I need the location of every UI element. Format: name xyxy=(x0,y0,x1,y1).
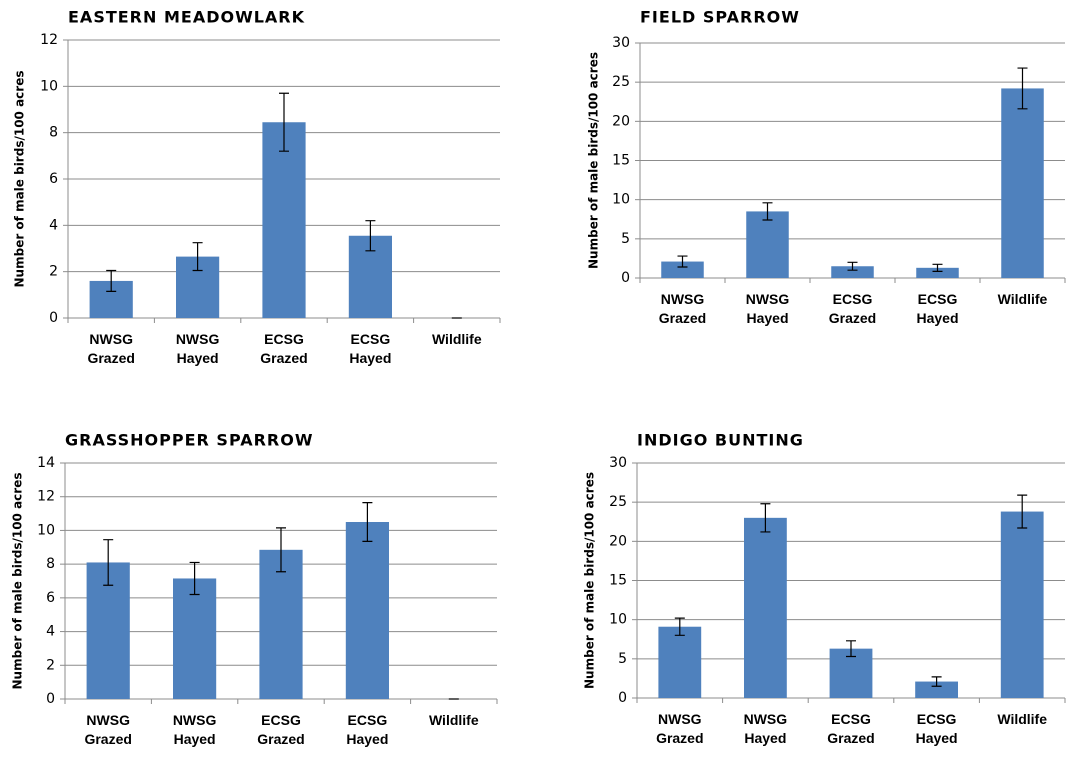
bar xyxy=(658,626,702,698)
x-tick-label: Wildlife xyxy=(431,331,482,347)
bar xyxy=(915,681,958,698)
y-tick-label: 4 xyxy=(46,624,55,640)
chart-title: INDIGO BUNTING xyxy=(637,431,804,450)
y-tick-label: 15 xyxy=(609,573,627,589)
bar xyxy=(746,211,789,278)
error-bar xyxy=(677,255,688,268)
y-tick-label: 4 xyxy=(49,217,58,233)
bar xyxy=(744,517,787,698)
x-tick-label: ECSG Hayed xyxy=(349,331,392,366)
y-tick-label: 12 xyxy=(37,489,55,505)
y-tick-label: 0 xyxy=(49,310,58,326)
y-axis-label: Number of male birds/100 acres xyxy=(587,52,601,269)
y-tick-label: 2 xyxy=(49,264,58,280)
error-bar xyxy=(279,92,289,152)
y-axis-label: Number of male birds/100 acres xyxy=(11,473,25,690)
bar xyxy=(831,266,874,278)
bar xyxy=(1000,511,1044,698)
bar xyxy=(262,122,306,318)
y-tick-label: 10 xyxy=(612,192,630,208)
y-tick-label: 20 xyxy=(609,533,627,549)
y-tick-label: 30 xyxy=(609,455,627,471)
y-tick-label: 20 xyxy=(612,113,630,129)
error-bar xyxy=(192,242,203,272)
error-bar xyxy=(847,261,858,271)
y-tick-label: 6 xyxy=(49,171,58,187)
y-tick-label: 10 xyxy=(40,78,58,94)
x-tick-label: NWSG Hayed xyxy=(172,712,217,747)
y-tick-label: 0 xyxy=(46,691,55,707)
y-tick-label: 5 xyxy=(618,651,627,667)
x-tick-label: Wildlife xyxy=(997,711,1048,727)
y-tick-label: 25 xyxy=(612,74,630,90)
error-bar xyxy=(106,269,117,292)
x-tick-label: NWSG Hayed xyxy=(745,291,790,326)
x-tick-label: Wildlife xyxy=(428,712,479,728)
y-axis-label: Number of male birds/100 acres xyxy=(13,71,27,288)
x-tick-label: NWSG Hayed xyxy=(743,711,788,746)
x-tick-label: ECSG Grazed xyxy=(827,711,875,746)
x-tick-label: Wildlife xyxy=(997,291,1048,307)
y-tick-label: 2 xyxy=(46,657,55,673)
chart-title: FIELD SPARROW xyxy=(640,8,800,27)
error-bar xyxy=(362,502,373,542)
y-axis-label: Number of male birds/100 acres xyxy=(583,472,597,689)
bar xyxy=(661,261,704,278)
x-tick-label: NWSG Grazed xyxy=(84,712,132,747)
error-bar xyxy=(276,527,286,573)
bar xyxy=(173,578,217,699)
error-bar xyxy=(189,561,200,596)
error-bar xyxy=(760,503,771,533)
x-tick-label: NWSG Hayed xyxy=(175,331,220,366)
y-tick-label: 15 xyxy=(612,153,630,169)
y-tick-label: 6 xyxy=(46,590,55,606)
y-tick-label: 0 xyxy=(621,270,630,286)
error-bar xyxy=(1017,67,1028,110)
y-tick-label: 30 xyxy=(612,35,630,51)
x-tick-label: ECSG Grazed xyxy=(257,712,305,747)
y-tick-label: 0 xyxy=(618,690,627,706)
y-tick-label: 8 xyxy=(46,556,55,572)
error-bar xyxy=(846,640,856,658)
error-bar xyxy=(931,676,942,687)
bar xyxy=(1001,88,1044,278)
x-tick-label: ECSG Hayed xyxy=(346,712,389,747)
error-bar xyxy=(103,539,114,586)
x-tick-label: ECSG Hayed xyxy=(915,711,958,746)
y-tick-label: 14 xyxy=(37,455,55,471)
error-bar xyxy=(932,263,943,272)
bar xyxy=(259,549,303,699)
x-tick-label: ECSG Hayed xyxy=(916,291,959,326)
error-bar xyxy=(365,220,376,252)
y-tick-label: 5 xyxy=(621,231,630,247)
x-tick-label: ECSG Grazed xyxy=(260,331,308,366)
y-tick-label: 10 xyxy=(37,522,55,538)
chart-title: GRASSHOPPER SPARROW xyxy=(65,431,313,450)
y-tick-label: 25 xyxy=(609,494,627,510)
bar xyxy=(916,267,959,278)
y-tick-label: 12 xyxy=(40,32,58,48)
y-tick-label: 8 xyxy=(49,125,58,141)
x-tick-label: NWSG Grazed xyxy=(658,291,707,326)
error-bar xyxy=(762,202,773,221)
x-tick-label: NWSG Grazed xyxy=(656,711,704,746)
bar xyxy=(345,522,389,699)
y-tick-label: 10 xyxy=(609,612,627,628)
x-tick-label: NWSG Grazed xyxy=(87,331,135,366)
chart-title: EASTERN MEADOWLARK xyxy=(68,8,305,27)
x-tick-label: ECSG Grazed xyxy=(828,291,877,326)
error-bar xyxy=(1017,494,1028,529)
error-bar xyxy=(674,617,685,636)
